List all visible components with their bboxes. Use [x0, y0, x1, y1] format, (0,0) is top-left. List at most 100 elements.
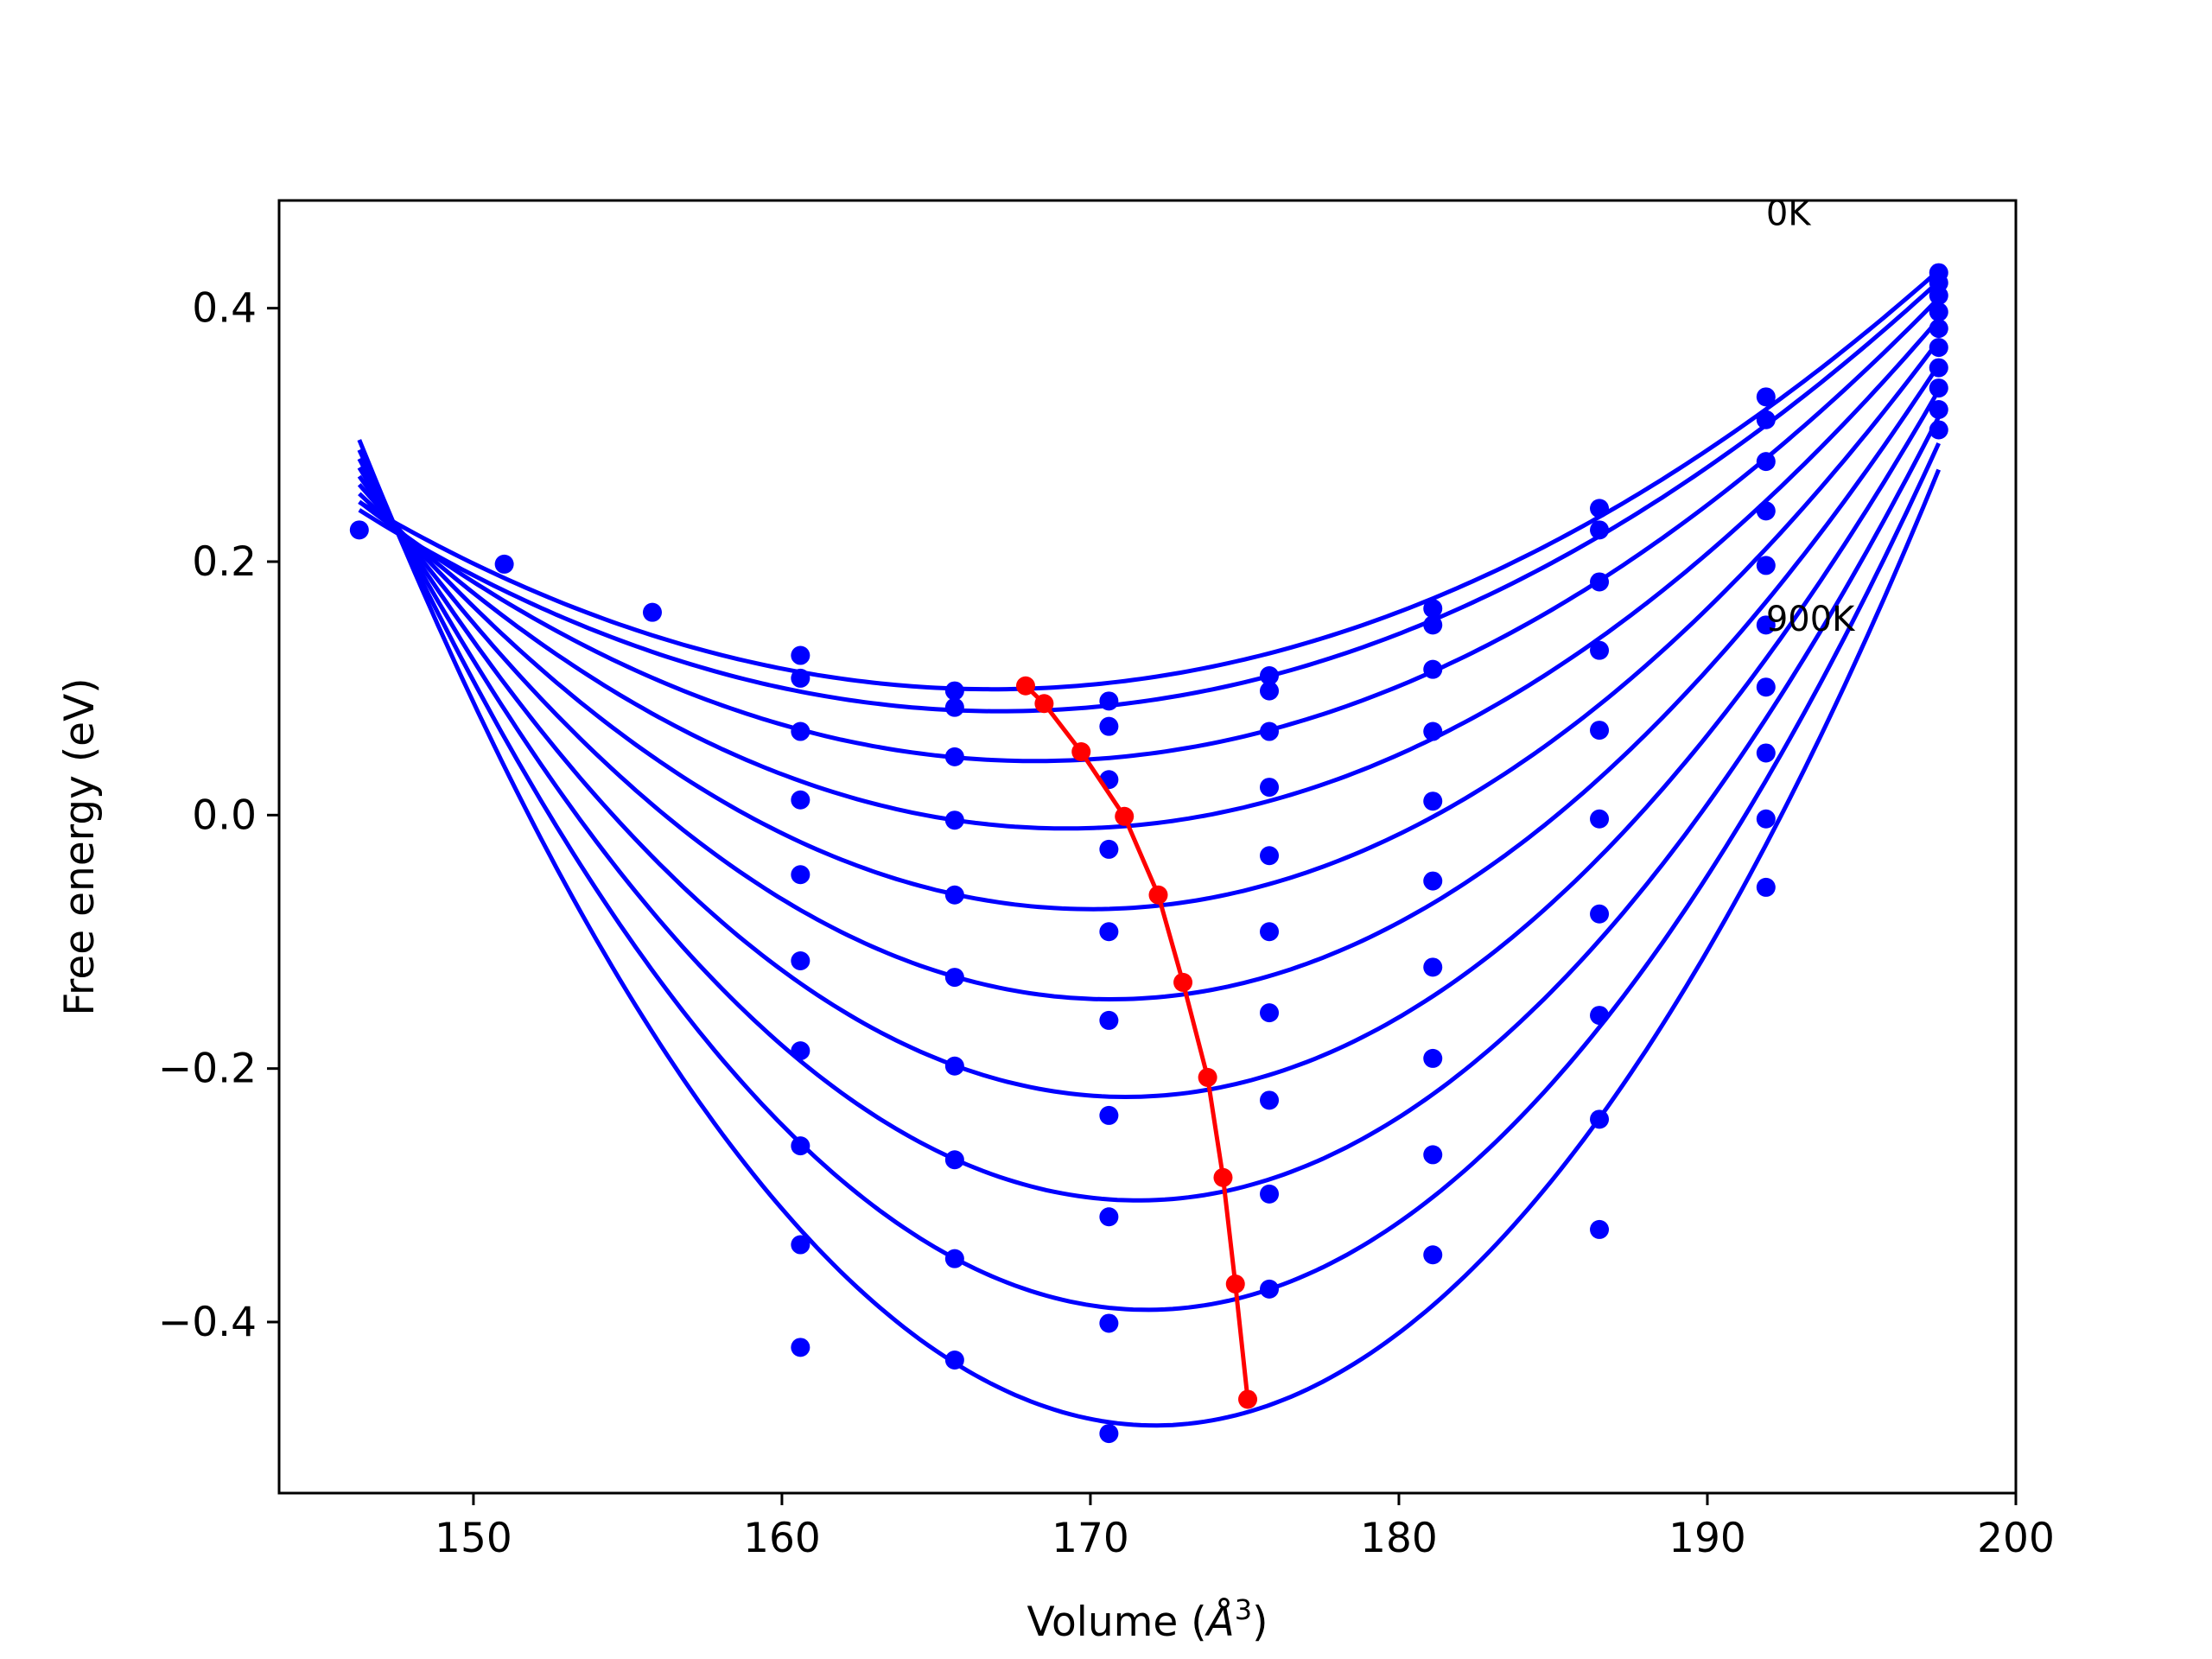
data-point-s7-5 [1423, 957, 1443, 977]
data-point-s7-4 [1260, 1003, 1280, 1023]
data-point-s9-3 [1099, 1313, 1119, 1333]
data-point-s3-2 [944, 747, 964, 766]
data-point-s10-6 [1590, 1219, 1610, 1239]
data-point-s1-5 [944, 681, 964, 701]
fit-curve-10 [357, 439, 1942, 1428]
data-point-s10-3 [1099, 1424, 1119, 1444]
data-point-s10-2 [944, 1351, 964, 1370]
data-point-s9-5 [1423, 1145, 1443, 1165]
plot-frame [277, 199, 2018, 1495]
data-point-s7-7 [1756, 677, 1776, 697]
annotation-2: 900K [1766, 600, 1856, 639]
x-axis-label: Volume (Å3) [1027, 1593, 1268, 1646]
data-point-s6-2 [944, 968, 964, 988]
data-point-s2-3 [1099, 716, 1119, 736]
fit-curve-7 [357, 389, 1941, 1100]
minimum-point-1 [1015, 676, 1035, 696]
data-point-s2-6 [1590, 520, 1610, 540]
data-point-s4-1 [791, 790, 810, 810]
data-point-s1-8 [1423, 599, 1443, 619]
data-point-s10-8 [1929, 420, 1948, 440]
minimum-point-10 [1238, 1389, 1258, 1409]
minimum-curve [1024, 683, 1250, 1400]
data-point-s4-2 [944, 810, 964, 830]
y-tick-label--0.2: −0.2 [158, 1046, 257, 1093]
fit-curve-3 [358, 296, 1941, 764]
data-point-s10-7 [1756, 877, 1776, 897]
data-point-s1-7 [1260, 666, 1280, 685]
data-point-s9-8 [1929, 400, 1948, 419]
data-point-s3-6 [1590, 572, 1610, 592]
data-point-s8-1 [791, 1136, 810, 1156]
data-point-s9-4 [1260, 1184, 1280, 1204]
data-point-s2-7 [1756, 410, 1776, 429]
data-point-s1-4 [791, 645, 810, 665]
x-tick-label-200: 200 [1977, 1515, 2055, 1562]
fit-curve-5 [357, 339, 1941, 912]
data-point-s9-7 [1756, 809, 1776, 829]
data-point-s3-4 [1260, 721, 1280, 741]
y-tick-label-0.4: 0.4 [192, 285, 257, 333]
x-tick-label-150: 150 [435, 1515, 512, 1562]
minimum-point-3 [1071, 742, 1091, 761]
data-point-s1-10 [1756, 387, 1776, 407]
data-point-s1-6 [1099, 691, 1119, 711]
data-point-s9-6 [1590, 1109, 1610, 1129]
data-point-s4-5 [1423, 721, 1443, 741]
minimum-point-9 [1225, 1274, 1245, 1294]
x-axis-label-exponent: 3 [1235, 1593, 1252, 1626]
data-point-s5-2 [944, 885, 964, 905]
data-point-s6-5 [1423, 871, 1443, 891]
data-point-s3-8 [1929, 286, 1948, 305]
data-point-s3-1 [791, 721, 810, 741]
data-point-s10-4 [1260, 1279, 1280, 1299]
data-point-s4-6 [1590, 640, 1610, 660]
x-tick-label-180: 180 [1360, 1515, 1438, 1562]
data-point-s7-8 [1929, 358, 1948, 378]
data-point-s6-7 [1756, 615, 1776, 635]
minimum-line [1015, 676, 1258, 1409]
data-point-s6-3 [1099, 1010, 1119, 1030]
fit-curve-6 [357, 363, 1941, 1002]
data-point-s1-9 [1590, 499, 1610, 518]
x-tick-label-190: 190 [1669, 1515, 1746, 1562]
data-point-s8-4 [1260, 1090, 1280, 1110]
data-point-s4-8 [1929, 302, 1948, 322]
y-tick-label-0.2: 0.2 [192, 538, 257, 586]
data-point-s7-6 [1590, 904, 1610, 924]
data-point-s7-2 [944, 1056, 964, 1076]
y-tick-label--0.4: −0.4 [158, 1299, 257, 1346]
data-points [349, 263, 1948, 1444]
data-point-s6-6 [1590, 809, 1610, 829]
data-point-s10-1 [791, 1338, 810, 1357]
data-point-s6-8 [1929, 338, 1948, 358]
x-axis-ticks: 150 160 170 180 190 200 [435, 1493, 2055, 1562]
y-axis-ticks: −0.4 −0.2 0.0 0.2 0.4 [158, 285, 279, 1346]
data-point-s1-3 [642, 602, 662, 622]
data-point-s5-8 [1929, 319, 1948, 339]
minimum-point-4 [1115, 806, 1135, 826]
data-point-s1-1 [349, 520, 369, 540]
data-point-s7-3 [1099, 1105, 1119, 1125]
fit-curve-4 [358, 317, 1941, 831]
fit-curves [357, 269, 1942, 1428]
fit-curve-9 [357, 442, 1941, 1313]
fit-curve-8 [357, 416, 1941, 1203]
data-point-s4-7 [1756, 501, 1776, 521]
data-point-s8-2 [944, 1150, 964, 1170]
data-point-s8-3 [1099, 1207, 1119, 1227]
data-point-s5-4 [1260, 846, 1280, 866]
data-point-s2-5 [1423, 615, 1443, 635]
data-point-s5-3 [1099, 922, 1119, 942]
minimum-point-5 [1148, 885, 1168, 905]
minimum-point-8 [1213, 1167, 1233, 1187]
data-point-s6-4 [1260, 922, 1280, 942]
x-tick-label-170: 170 [1052, 1515, 1129, 1562]
data-point-s4-3 [1099, 839, 1119, 859]
minimum-point-7 [1198, 1067, 1217, 1087]
y-tick-label-0: 0.0 [192, 791, 257, 839]
data-point-s1-2 [494, 554, 514, 574]
x-axis-label-symbol: Å [1205, 1599, 1235, 1646]
data-point-s2-4 [1260, 681, 1280, 701]
